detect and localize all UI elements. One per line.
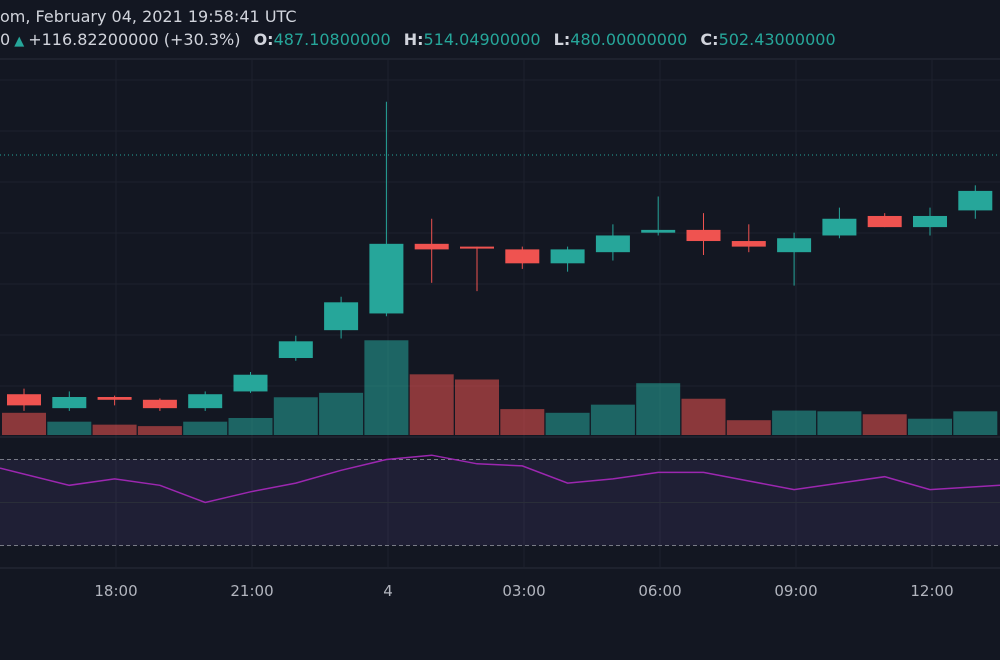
candle-body <box>188 394 223 409</box>
change-value: +116.82200000 (+30.3%) <box>28 30 241 49</box>
close-label: C: <box>700 30 719 49</box>
time-tick-label: 4 <box>383 582 393 600</box>
time-tick-label: 09:00 <box>774 582 818 600</box>
candle-body <box>324 302 359 331</box>
volume-bar <box>228 417 273 435</box>
candle-body <box>867 215 902 228</box>
candle-body <box>686 229 721 242</box>
time-tick-label: 06:00 <box>638 582 682 600</box>
volume-bar <box>2 412 46 435</box>
candle-body <box>777 238 812 253</box>
high-value: 514.04900000 <box>423 30 541 49</box>
time-tick-label: 18:00 <box>94 582 138 600</box>
volume-bar <box>908 418 952 435</box>
volume-bar <box>137 426 182 435</box>
volume-bar <box>409 374 454 435</box>
volume-bar <box>183 421 228 435</box>
candle-body <box>641 229 676 233</box>
candle-body <box>369 243 404 314</box>
ohlc-legend: 0 ▲ +116.82200000 (+30.3%) O:487.10800000 … <box>0 30 836 49</box>
volume-bar <box>455 379 499 435</box>
volume-bar <box>862 414 907 435</box>
volume-bar <box>772 410 817 435</box>
symbol-title: om, February 04, 2021 19:58:41 UTC <box>0 7 297 26</box>
high-label: H: <box>403 30 424 49</box>
open-label: O: <box>253 30 274 49</box>
chart-header: om, February 04, 2021 19:58:41 UTC 0 ▲ +11… <box>0 0 1000 58</box>
rsi-line <box>0 454 1000 504</box>
candle-body <box>97 397 132 400</box>
candle-body <box>595 235 630 253</box>
open-value: 487.10800000 <box>273 30 391 49</box>
candle-body <box>913 215 947 228</box>
volume-bar <box>47 421 92 435</box>
close-value: 502.43000000 <box>718 30 836 49</box>
candle-body <box>731 241 766 247</box>
candle-body <box>233 374 268 392</box>
volume-bar <box>817 411 862 435</box>
volume-bar <box>319 392 364 435</box>
candle-body <box>278 341 313 359</box>
volume-bar <box>364 340 409 435</box>
time-tick-label: 21:00 <box>230 582 274 600</box>
volume-bar <box>273 397 318 435</box>
candle-body <box>958 190 993 211</box>
time-tick-label: 03:00 <box>502 582 546 600</box>
candle-body <box>142 399 177 409</box>
volume-bar <box>500 409 545 435</box>
volume-bar <box>545 412 590 435</box>
low-value: 480.00000000 <box>570 30 688 49</box>
candle-body <box>460 246 494 249</box>
candle-body <box>7 394 41 406</box>
up-arrow-icon: ▲ <box>14 34 25 49</box>
candle-body <box>505 249 540 264</box>
low-label: L: <box>553 30 571 49</box>
volume-bar <box>590 404 635 435</box>
time-tick-label: 12:00 <box>910 582 954 600</box>
candle-body <box>414 243 449 250</box>
price-fragment: 0 <box>0 30 11 49</box>
volume-bar <box>92 424 137 435</box>
volume-bar <box>953 411 998 435</box>
volume-bar <box>636 383 681 435</box>
candle-body <box>52 397 87 409</box>
volume-bar <box>726 420 771 435</box>
candle-body <box>550 249 585 264</box>
volume-bar <box>681 398 726 435</box>
candle-body <box>822 218 857 236</box>
